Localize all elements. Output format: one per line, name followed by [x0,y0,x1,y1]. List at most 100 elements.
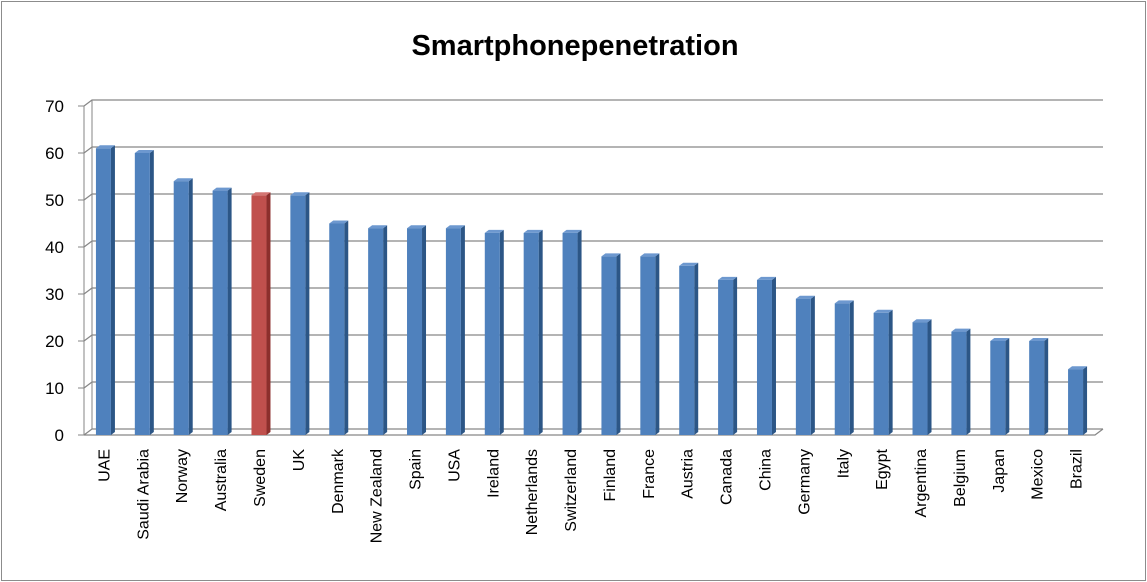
bar-front [251,195,267,435]
bar-brazil [1068,366,1088,435]
bar-side [655,253,660,435]
bar-top [912,319,932,323]
bar-top [212,187,232,191]
x-category-label: Canada [719,449,736,505]
gridline [83,193,1103,201]
bar-australia [212,187,232,435]
bar-japan [990,338,1010,435]
bar-side [966,328,971,435]
bar-side [383,225,388,435]
x-category-label: UAE [96,449,113,482]
bar-italy [834,300,854,435]
bar-side [810,295,815,435]
bar-uk [290,192,310,435]
y-tick-label: 50 [45,191,64,210]
x-category-label: Argentina [913,449,930,518]
bar-side [577,229,582,435]
gridline [83,381,1103,389]
bar-side [849,300,854,435]
bar-denmark [329,220,349,435]
bar-top [173,178,193,182]
bar-side [927,319,932,435]
x-axis-floor [84,428,1104,436]
x-category-label: Switzerland [563,449,580,532]
x-category-label: Germany [796,449,813,515]
gridline [83,334,1103,342]
bar-side [266,192,271,435]
bar-top [95,145,115,149]
bar-front [679,265,695,435]
bar-front [445,228,461,435]
x-category-label: Austria [680,449,697,499]
bar-front [523,232,539,435]
bar-top [1068,366,1088,370]
x-axis-category-labels: UAE Saudi Arabia Norway Australia Sweden UK De… [96,448,1085,543]
bar-side [694,262,699,435]
y-tick-label: 0 [55,426,64,445]
y-tick-label: 10 [45,379,64,398]
x-category-label: Finland [602,449,619,501]
bar-spain [407,225,427,435]
bar-front [484,232,500,435]
bar-front [173,181,189,435]
bar-new-zealand [368,225,388,435]
bar-top [873,309,893,313]
x-category-label: USA [446,449,463,482]
bar-front [795,298,811,435]
bar-front [756,279,772,435]
bar-sweden [251,192,271,435]
gridline [83,99,1103,107]
bar-side [538,229,543,435]
y-tick-label: 40 [45,238,64,257]
gridlines [78,99,1104,436]
x-category-label: Belgium [952,449,969,507]
bar-front [640,256,656,435]
bar-usa [445,225,465,435]
chart-title: Smartphonepenetration [411,30,738,62]
bar-china [756,276,776,435]
bar-front [1068,369,1084,435]
bar-side [110,145,115,436]
bar-argentina [912,319,932,435]
bar-front [368,228,384,435]
bar-top [445,225,465,229]
bar-front [95,148,111,436]
bar-front [990,341,1006,435]
bar-top [484,229,504,233]
bar-uae [95,145,115,436]
bar-top [562,229,582,233]
bar-top [1029,338,1049,341]
bar-netherlands [523,229,543,435]
gridline [83,240,1103,248]
y-axis-tick-labels: 0 10 20 30 40 50 60 70 [45,97,64,445]
bar-front [134,153,150,435]
x-category-label: Norway [174,449,191,503]
bar-top [718,276,738,280]
bar-side [149,150,154,435]
bar-side [771,276,776,435]
bar-finland [601,253,621,435]
bar-front [329,223,345,435]
bar-germany [795,295,815,435]
bar-side [460,225,465,435]
bar-front [212,190,228,435]
bar-norway [173,178,193,435]
bar-egypt [873,309,893,435]
bar-austria [679,262,699,435]
bar-top [756,276,776,280]
bar-top [795,295,815,299]
x-category-label: Australia [213,449,230,511]
bar-top [407,225,427,229]
bar-top [329,220,349,224]
bar-top [290,192,310,196]
x-category-label: UK [291,449,308,472]
bars [95,145,1088,436]
gridline [83,287,1103,295]
y-tick-label: 70 [45,97,64,116]
bar-side [422,225,427,435]
bar-front [834,303,850,435]
bar-top [951,328,971,332]
x-category-label: New Zealand [369,449,386,543]
bar-top [679,262,699,266]
